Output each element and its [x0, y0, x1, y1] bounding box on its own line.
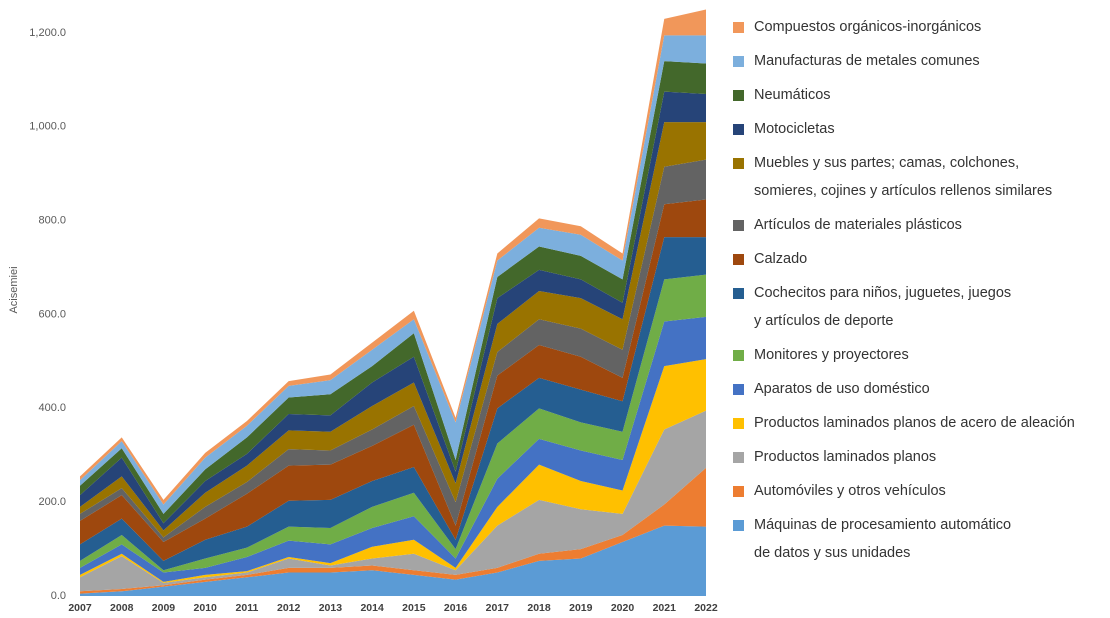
y-tick-label: 0.0 [51, 590, 66, 602]
y-axis-title: Acisemiei [8, 266, 20, 313]
legend-item: Neumáticos [730, 81, 1108, 109]
legend-swatch [733, 417, 744, 429]
legend-item: Calzado [730, 245, 1108, 273]
x-tick-label: 2022 [694, 602, 718, 614]
legend-swatch [733, 123, 744, 135]
x-tick-label: 2017 [486, 602, 510, 614]
y-tick-label: 1,000.0 [29, 121, 66, 133]
plot-area: Acisemiei 0.0 200.0 400.0 600.0 800.0 1,000.0… [8, 9, 718, 614]
legend-item: Manufacturas de metales comunes [730, 47, 1108, 75]
area [80, 199, 706, 561]
legend-swatch [733, 485, 744, 497]
legend-item: Cochecitos para niños, juguetes, juegos … [730, 279, 1108, 335]
legend-label: Motocicletas [754, 121, 835, 137]
x-tick-label: 2010 [194, 602, 218, 614]
y-tick-label: 1,200.0 [29, 27, 66, 39]
x-tick-label: 2008 [110, 602, 134, 614]
legend-item: Automóviles y otros vehículos [730, 477, 1108, 505]
x-tick-label: 2019 [569, 602, 593, 614]
x-tick-label: 2015 [402, 602, 426, 614]
legend-label: Automóviles y otros vehículos [754, 483, 946, 499]
legend-swatch [733, 383, 744, 395]
area [80, 467, 706, 594]
legend-label: Aparatos de uso doméstico [754, 381, 930, 397]
legend-item: Máquinas de procesamiento automático de … [730, 511, 1108, 567]
legend-label: Productos laminados planos de acero de a… [754, 415, 1075, 431]
legend-swatch [733, 451, 744, 463]
y-tick-label: 200.0 [38, 496, 66, 508]
legend-label: Cochecitos para niños, juguetes, juegos … [754, 285, 1012, 329]
legend-label: Máquinas de procesamiento automático de … [754, 517, 1012, 561]
legend-swatch [733, 219, 744, 231]
area [80, 410, 706, 592]
legend-item: Muebles y sus partes; camas, colchones, … [730, 149, 1108, 205]
legend-label: Productos laminados planos [754, 449, 937, 465]
legend-item: Artículos de materiales plásticos [730, 211, 1108, 239]
x-tick-label: 2012 [277, 602, 301, 614]
x-tick-label: 2016 [444, 602, 468, 614]
y-tick-label: 400.0 [38, 402, 66, 414]
area [80, 316, 706, 582]
y-tick-label: 600.0 [38, 308, 66, 320]
legend-swatch [733, 157, 744, 169]
x-tick-label: 2018 [527, 602, 551, 614]
legend-item: Monitores y proyectores [730, 341, 1108, 369]
area [80, 274, 706, 573]
x-tick-label: 2014 [360, 602, 384, 614]
legend-label: Calzado [754, 251, 808, 267]
legend-swatch [733, 55, 744, 67]
x-tick-label: 2007 [68, 602, 92, 614]
area [80, 237, 706, 571]
legend-label: Compuestos orgánicos-inorgánicos [754, 19, 982, 35]
legend-item: Productos laminados planos de acero de a… [730, 409, 1108, 437]
legend-swatch [733, 253, 744, 265]
legend-label: Monitores y proyectores [754, 347, 909, 363]
x-tick-label: 2011 [236, 602, 259, 614]
legend-item: Productos laminados planos [730, 443, 1108, 471]
x-tick-label: 2009 [152, 602, 176, 614]
x-tick-label: 2020 [611, 602, 635, 614]
x-tick-label: 2013 [319, 602, 343, 614]
legend: Compuestos orgánicos-inorgánicos Manufact… [730, 13, 1108, 567]
legend-swatch [733, 287, 744, 299]
legend-item: Motocicletas [730, 115, 1108, 143]
legend-item: Aparatos de uso doméstico [730, 375, 1108, 403]
legend-swatch [733, 349, 744, 361]
legend-label: Artículos de materiales plásticos [754, 217, 962, 233]
legend-swatch [733, 21, 744, 33]
legend-swatch [733, 89, 744, 101]
legend-label: Neumáticos [754, 87, 831, 103]
legend-item: Compuestos orgánicos-inorgánicos [730, 13, 1108, 41]
y-tick-label: 800.0 [38, 215, 66, 227]
legend-swatch [733, 519, 744, 531]
legend-label: Manufacturas de metales comunes [754, 53, 980, 69]
legend-label: Muebles y sus partes; camas, colchones, … [754, 155, 1053, 199]
area [80, 159, 706, 543]
x-tick-label: 2021 [653, 602, 677, 614]
